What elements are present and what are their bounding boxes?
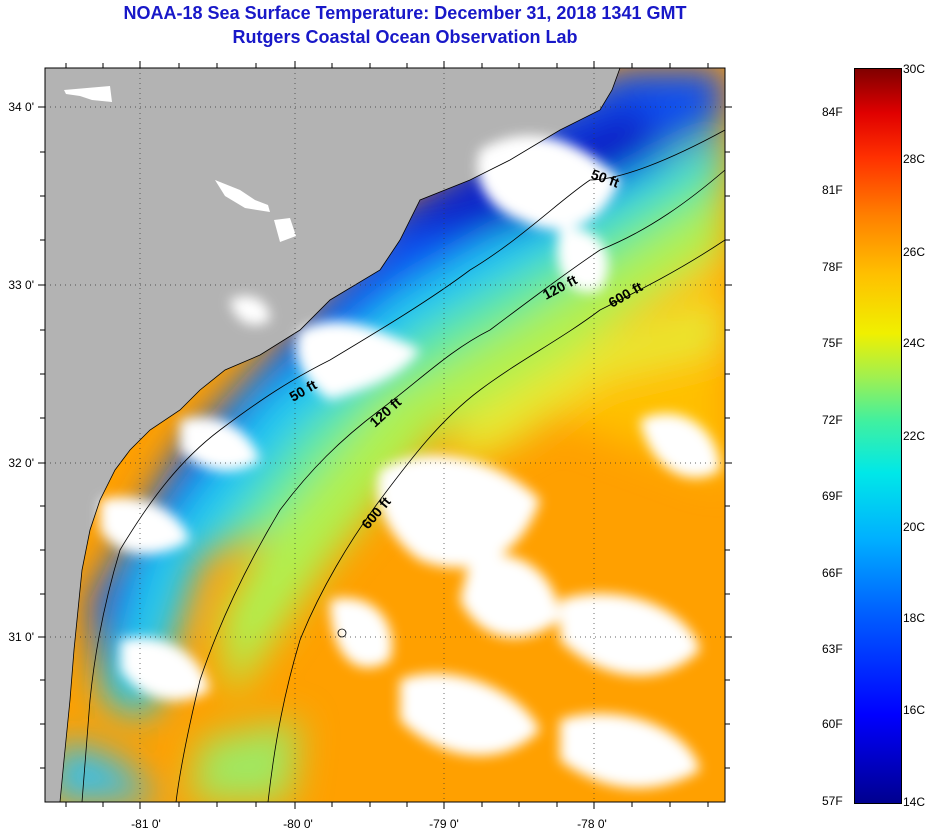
colorbar-f-label: 78F: [822, 260, 843, 274]
lon-label: -80 0': [283, 817, 313, 831]
colorbar-f-label: 60F: [822, 717, 843, 731]
colorbar-f-label: 72F: [822, 413, 843, 427]
colorbar-c-label: 30C: [903, 62, 926, 76]
lakes: [64, 86, 296, 242]
land-mass: [45, 68, 620, 802]
cloud-cover: [100, 135, 720, 789]
colorbar-c-label: 22C: [903, 429, 926, 443]
graticule: [45, 68, 725, 802]
colorbar-c-label: 16C: [903, 703, 926, 717]
colorbar-c-label: 14C: [903, 795, 926, 809]
isobaths: [81, 129, 725, 802]
temperature-colorbar: [854, 68, 902, 804]
colorbar-f-label: 81F: [822, 183, 843, 197]
map-frame: [44, 67, 726, 803]
colorbar-f-label: 57F: [822, 794, 843, 808]
lon-label: -79 0': [429, 817, 459, 831]
isobath-50ft: [81, 129, 725, 802]
lat-label: 34 0': [8, 100, 34, 114]
lon-label: -81 0': [131, 817, 161, 831]
colorbar-c-label: 26C: [903, 245, 926, 259]
lat-label: 32 0': [8, 456, 34, 470]
lon-ticks: [65, 61, 709, 809]
colorbar-c-label: 24C: [903, 336, 926, 350]
isobath-600ft: [267, 239, 725, 802]
colorbar-c-label: 18C: [903, 611, 926, 625]
colorbar-c-label: 20C: [903, 520, 926, 534]
chart-subtitle: Rutgers Coastal Ocean Observation Lab: [232, 27, 578, 47]
lat-label: 33 0': [8, 278, 34, 292]
colorbar-c-label: 28C: [903, 152, 926, 166]
colorbar-f-label: 63F: [822, 642, 843, 656]
colorbar-f-label: 69F: [822, 489, 843, 503]
lat-ticks: [38, 106, 732, 769]
isobath-120ft: [175, 169, 725, 802]
lat-label: 31 0': [8, 630, 34, 644]
lon-label: -78 0': [577, 817, 607, 831]
coastline: [59, 68, 621, 802]
colorbar-f-label: 75F: [822, 336, 843, 350]
chart-title: NOAA-18 Sea Surface Temperature: Decembe…: [123, 3, 687, 23]
colorbar-f-label: 66F: [822, 566, 843, 580]
colorbar-f-label: 84F: [822, 105, 843, 119]
